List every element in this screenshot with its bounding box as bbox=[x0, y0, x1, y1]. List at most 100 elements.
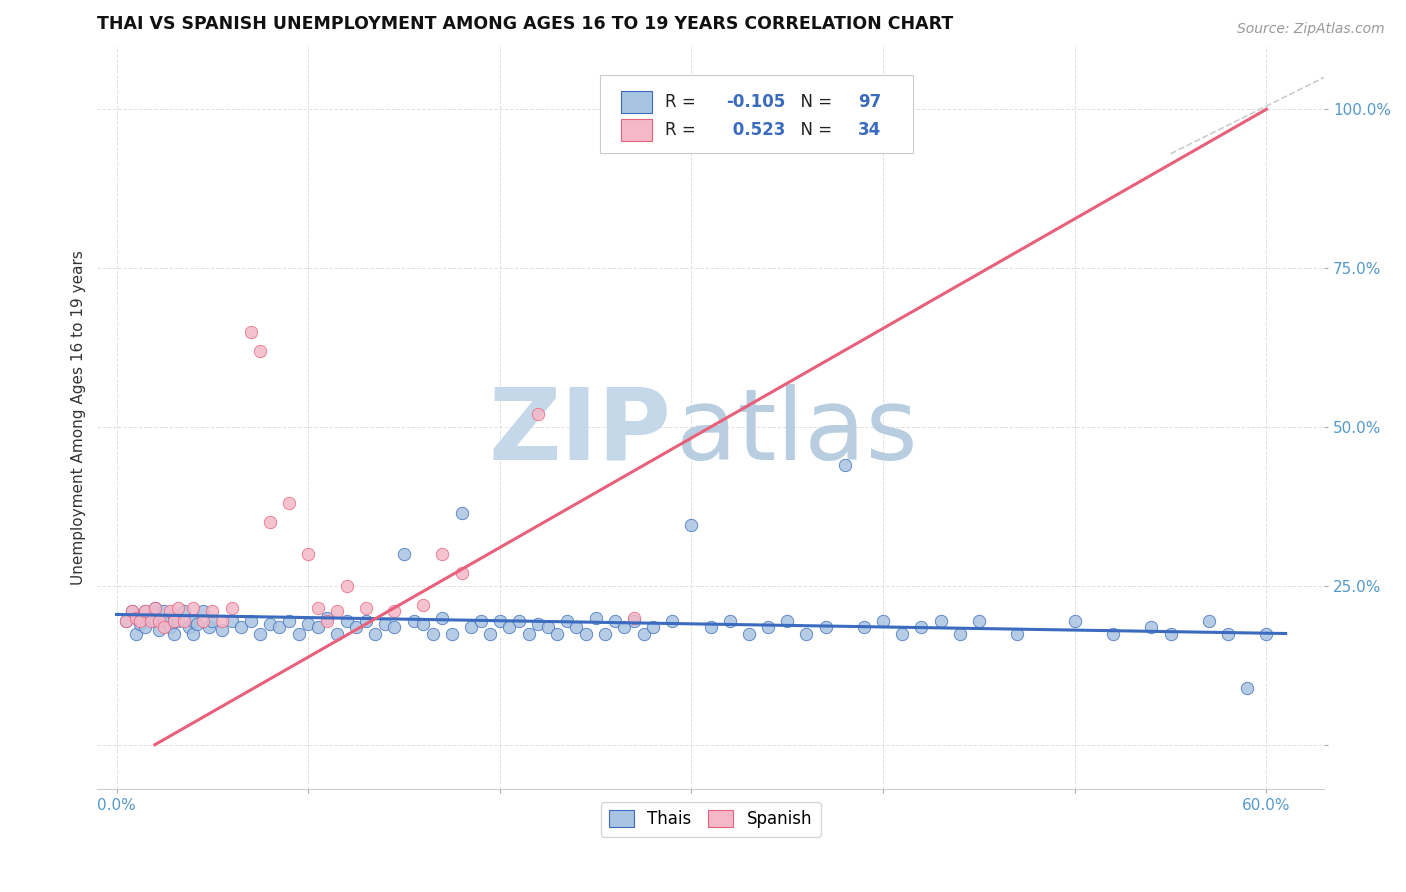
Point bbox=[593, 626, 616, 640]
Point bbox=[460, 620, 482, 634]
Point bbox=[181, 601, 204, 615]
FancyBboxPatch shape bbox=[600, 76, 912, 153]
Point bbox=[450, 566, 472, 581]
Point bbox=[412, 617, 434, 632]
Point bbox=[422, 626, 444, 640]
Point bbox=[191, 614, 214, 628]
Point bbox=[211, 624, 233, 638]
Point bbox=[412, 598, 434, 612]
Point bbox=[153, 604, 176, 618]
Point bbox=[364, 626, 387, 640]
Point bbox=[354, 614, 377, 628]
Point bbox=[249, 343, 271, 358]
Point bbox=[269, 620, 291, 634]
Point bbox=[623, 614, 645, 628]
Text: R =: R = bbox=[665, 93, 702, 111]
Text: 34: 34 bbox=[858, 121, 882, 139]
Point bbox=[699, 620, 721, 634]
Text: N =: N = bbox=[790, 93, 838, 111]
Legend: Thais, Spanish: Thais, Spanish bbox=[600, 802, 821, 837]
Point bbox=[1236, 681, 1258, 695]
Point bbox=[143, 614, 166, 628]
Point bbox=[1160, 626, 1182, 640]
Point bbox=[181, 626, 204, 640]
Point bbox=[139, 610, 162, 624]
Point bbox=[613, 620, 636, 634]
Point bbox=[326, 626, 349, 640]
Point bbox=[121, 604, 143, 618]
Point bbox=[201, 614, 224, 628]
Point bbox=[585, 610, 607, 624]
Point bbox=[555, 614, 578, 628]
Point bbox=[186, 617, 208, 632]
Point bbox=[489, 614, 512, 628]
Text: 0.523: 0.523 bbox=[727, 121, 785, 139]
Point bbox=[316, 614, 339, 628]
Point bbox=[527, 617, 550, 632]
Point bbox=[718, 614, 741, 628]
Point bbox=[508, 614, 530, 628]
Point bbox=[134, 604, 156, 618]
Point bbox=[354, 601, 377, 615]
Point bbox=[335, 614, 357, 628]
Point bbox=[191, 604, 214, 618]
Point bbox=[143, 601, 166, 615]
Point bbox=[115, 614, 138, 628]
Point bbox=[278, 614, 301, 628]
Point bbox=[125, 610, 148, 624]
Point bbox=[278, 496, 301, 510]
Point bbox=[229, 620, 252, 634]
Point bbox=[891, 626, 914, 640]
Point bbox=[326, 604, 349, 618]
Text: THAI VS SPANISH UNEMPLOYMENT AMONG AGES 16 TO 19 YEARS CORRELATION CHART: THAI VS SPANISH UNEMPLOYMENT AMONG AGES … bbox=[97, 15, 953, 33]
Point bbox=[139, 614, 162, 628]
Point bbox=[173, 604, 195, 618]
Point bbox=[498, 620, 520, 634]
Point bbox=[128, 617, 150, 632]
Point bbox=[623, 610, 645, 624]
FancyBboxPatch shape bbox=[621, 119, 652, 141]
Point bbox=[633, 626, 655, 640]
Point bbox=[432, 610, 454, 624]
Point bbox=[173, 614, 195, 628]
Point bbox=[201, 604, 224, 618]
Point bbox=[949, 626, 972, 640]
Point bbox=[1140, 620, 1163, 634]
Point bbox=[1007, 626, 1029, 640]
Point bbox=[239, 614, 262, 628]
FancyBboxPatch shape bbox=[621, 91, 652, 113]
Point bbox=[814, 620, 837, 634]
Point bbox=[575, 626, 598, 640]
Point bbox=[661, 614, 683, 628]
Point bbox=[221, 601, 243, 615]
Text: -0.105: -0.105 bbox=[727, 93, 786, 111]
Text: atlas: atlas bbox=[676, 384, 918, 481]
Point bbox=[163, 626, 186, 640]
Point bbox=[159, 604, 181, 618]
Point bbox=[125, 610, 148, 624]
Point bbox=[307, 620, 329, 634]
Point bbox=[853, 620, 876, 634]
Point bbox=[565, 620, 588, 634]
Point bbox=[297, 547, 319, 561]
Point bbox=[776, 614, 799, 628]
Point bbox=[796, 626, 818, 640]
Point bbox=[527, 407, 550, 421]
Point bbox=[432, 547, 454, 561]
Point bbox=[967, 614, 990, 628]
Point bbox=[603, 614, 626, 628]
Text: R =: R = bbox=[665, 121, 702, 139]
Point bbox=[374, 617, 396, 632]
Point bbox=[1063, 614, 1085, 628]
Point bbox=[148, 614, 170, 628]
Point bbox=[872, 614, 894, 628]
Point bbox=[166, 601, 188, 615]
Point bbox=[384, 604, 406, 618]
Point bbox=[221, 614, 243, 628]
Point bbox=[134, 620, 156, 634]
Point bbox=[259, 617, 281, 632]
Point bbox=[153, 614, 176, 628]
Point bbox=[239, 325, 262, 339]
Point bbox=[402, 614, 425, 628]
Point bbox=[537, 620, 560, 634]
